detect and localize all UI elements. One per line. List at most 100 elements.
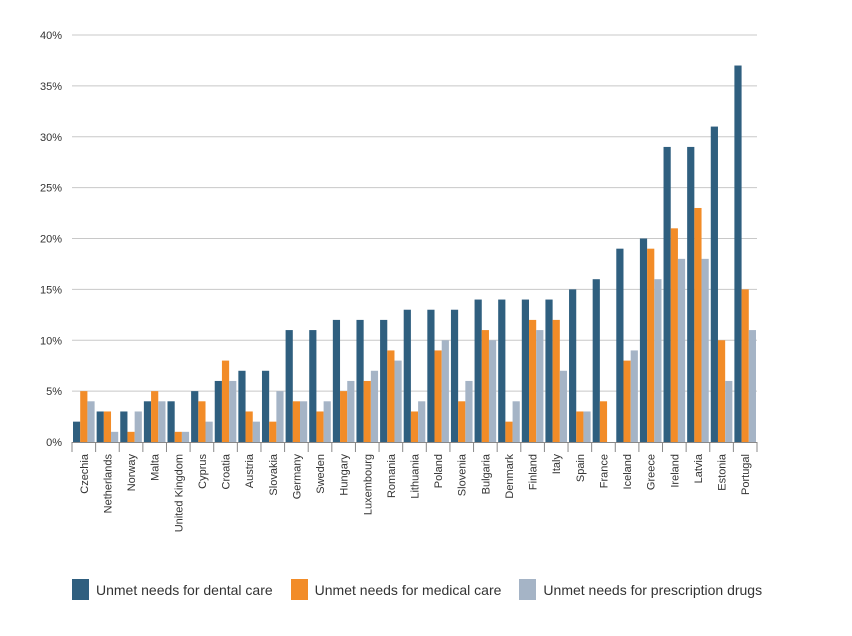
bar-medical bbox=[741, 289, 749, 442]
bar-medical bbox=[529, 319, 537, 442]
bar-dental bbox=[356, 319, 364, 442]
bar-dental bbox=[332, 319, 341, 442]
bar-medical bbox=[340, 391, 348, 442]
bar-medical bbox=[151, 391, 159, 442]
legend: Unmet needs for dental care Unmet needs … bbox=[72, 579, 780, 600]
bar-prescription bbox=[205, 421, 213, 442]
y-tick-label: 40% bbox=[40, 30, 62, 42]
bar-prescription bbox=[465, 380, 473, 442]
bar-prescription bbox=[158, 401, 166, 442]
bar-prescription bbox=[654, 279, 662, 442]
x-category-label: Germany bbox=[291, 454, 303, 500]
y-tick-label: 25% bbox=[40, 183, 62, 195]
bar-medical bbox=[670, 228, 678, 442]
bar-prescription bbox=[536, 330, 544, 442]
bar-dental bbox=[450, 309, 459, 442]
bar-dental bbox=[592, 279, 600, 442]
bar-medical bbox=[221, 360, 230, 442]
bar-medical bbox=[174, 431, 182, 442]
bar-prescription bbox=[370, 370, 379, 442]
x-category-label: Luxembourg bbox=[362, 454, 374, 515]
bar-medical bbox=[552, 319, 560, 442]
bar-prescription bbox=[323, 401, 331, 442]
bar-prescription bbox=[677, 258, 686, 442]
y-tick-label: 15% bbox=[40, 284, 62, 296]
bar-medical bbox=[198, 401, 206, 442]
legend-swatch-medical bbox=[290, 579, 308, 600]
legend-swatch-prescription bbox=[519, 579, 537, 600]
x-category-label: Hungary bbox=[339, 454, 351, 496]
bar-medical bbox=[127, 431, 135, 442]
bar-prescription bbox=[748, 330, 756, 442]
bar-dental bbox=[96, 411, 104, 442]
bar-medical bbox=[80, 391, 88, 442]
y-tick-label: 30% bbox=[40, 132, 62, 144]
legend-swatch-dental bbox=[72, 579, 89, 600]
x-category-label: Cyprus bbox=[197, 454, 209, 489]
bar-chart: 0% 5% 10% 15% 20% 25% 30% 35% 40% Czechia Netherl… bbox=[40, 30, 758, 532]
x-category-label: Ireland bbox=[669, 454, 681, 488]
bar-prescription bbox=[87, 401, 95, 442]
x-category-label: Romania bbox=[386, 453, 398, 498]
x-category-label: Denmark bbox=[504, 454, 516, 499]
bar-medical bbox=[363, 380, 371, 442]
x-category-label: Netherlands bbox=[102, 454, 114, 514]
bar-prescription bbox=[229, 380, 237, 442]
bars bbox=[73, 65, 756, 443]
y-tick-label: 10% bbox=[40, 335, 62, 347]
x-category-label: Croatia bbox=[221, 453, 233, 489]
y-tick-label: 35% bbox=[40, 81, 62, 93]
y-tick-label: 0% bbox=[46, 437, 62, 449]
bar-prescription bbox=[583, 411, 591, 442]
bar-medical bbox=[292, 401, 300, 442]
x-category-label: Iceland bbox=[622, 454, 634, 489]
bar-dental bbox=[427, 309, 435, 442]
x-category-label: Greece bbox=[646, 454, 658, 490]
bar-prescription bbox=[111, 431, 119, 442]
bar-dental bbox=[474, 299, 482, 442]
bar-dental bbox=[191, 391, 199, 442]
y-tick-label: 20% bbox=[40, 234, 62, 246]
bar-prescription bbox=[347, 380, 355, 442]
bar-medical bbox=[623, 360, 631, 442]
x-category-label: Finland bbox=[528, 454, 540, 490]
bar-medical bbox=[694, 207, 702, 442]
legend-label-medical: Unmet needs for medical care bbox=[314, 581, 502, 598]
gridlines bbox=[72, 34, 757, 392]
bar-dental bbox=[167, 401, 175, 442]
bar-prescription bbox=[276, 391, 284, 442]
x-category-label: Poland bbox=[433, 454, 445, 488]
bar-prescription bbox=[512, 401, 520, 442]
bar-dental bbox=[285, 330, 293, 442]
bar-dental bbox=[403, 309, 411, 442]
x-category-label: Estonia bbox=[717, 453, 729, 491]
bar-prescription bbox=[418, 401, 426, 442]
bar-prescription bbox=[299, 401, 308, 442]
x-category-label: Spain bbox=[575, 454, 587, 482]
x-category-label: Portugal bbox=[740, 454, 752, 495]
bar-dental bbox=[521, 299, 530, 442]
x-category-label: Malta bbox=[150, 453, 162, 481]
bar-prescription bbox=[488, 340, 497, 442]
x-category-label: Sweden bbox=[315, 454, 327, 494]
bar-medical bbox=[410, 411, 419, 442]
bar-dental bbox=[238, 370, 246, 442]
x-category-label: Czechia bbox=[79, 453, 91, 494]
x-category-label: Italy bbox=[551, 454, 563, 475]
bar-medical bbox=[647, 248, 655, 442]
bar-dental bbox=[214, 380, 222, 442]
x-category-label: United Kingdom bbox=[173, 454, 185, 532]
x-axis-category-labels: Czechia Netherlands Norway Malta United King… bbox=[79, 453, 752, 532]
legend-label-prescription: Unmet needs for prescription drugs bbox=[543, 581, 763, 598]
bar-dental bbox=[309, 330, 317, 442]
bar-dental bbox=[569, 289, 577, 442]
bar-prescription bbox=[701, 258, 709, 442]
legend-label-dental: Unmet needs for dental care bbox=[96, 581, 273, 598]
bar-dental bbox=[545, 299, 553, 442]
bar-prescription bbox=[725, 380, 733, 442]
bar-medical bbox=[245, 411, 253, 442]
bar-dental bbox=[639, 238, 648, 442]
x-category-label: France bbox=[598, 454, 610, 488]
bar-prescription bbox=[441, 340, 449, 442]
x-category-label: Norway bbox=[126, 454, 138, 492]
